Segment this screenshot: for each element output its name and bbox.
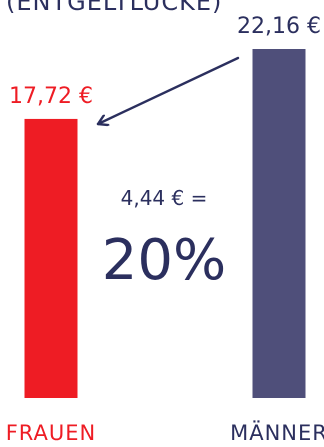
bar-maenner <box>252 49 306 398</box>
difference-label: 4,44 € = <box>121 186 208 210</box>
bars-group <box>24 49 306 398</box>
chart-title: (ENTGELTLÜCKE) <box>6 0 222 16</box>
bar-value-label-frauen: 17,72 € <box>9 84 93 109</box>
difference-arrow <box>96 56 240 124</box>
bar-frauen <box>24 118 78 398</box>
category-label-frauen: FRAUEN <box>6 421 97 445</box>
bar-value-label-maenner: 22,16 € <box>237 14 321 39</box>
category-label-maenner: MÄNNER <box>230 420 324 445</box>
percent-label: 20% <box>102 228 226 293</box>
